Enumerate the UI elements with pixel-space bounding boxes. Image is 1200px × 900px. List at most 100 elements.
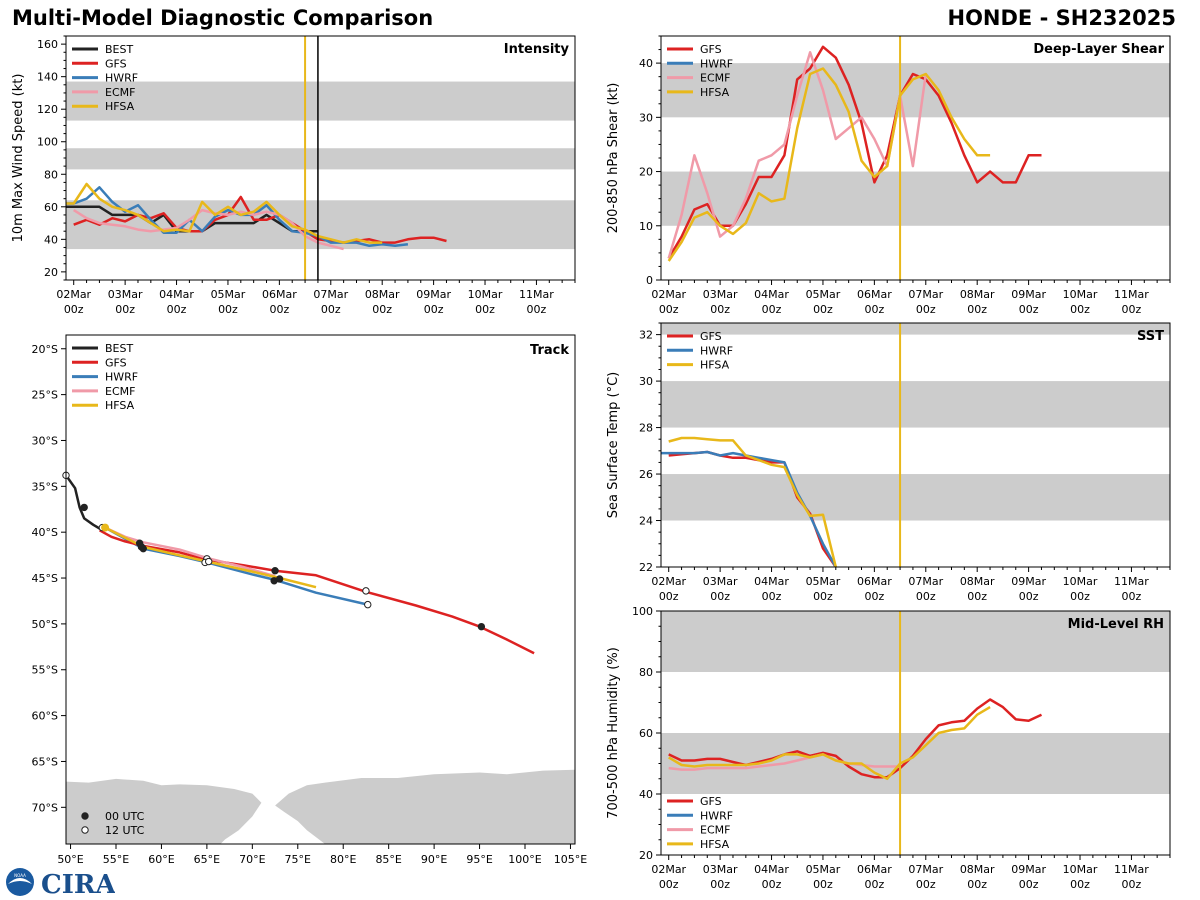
- track-legend-label: HWRF: [105, 371, 138, 384]
- rh-xtick-label: 04Mar: [754, 863, 789, 876]
- track-frame: [65, 334, 576, 845]
- track-xtick-label: 65°E: [194, 853, 220, 866]
- track-marker-hfsa: [137, 543, 146, 551]
- shear-series-hfsa: [667, 67, 991, 262]
- track-xtick-label: 50°E: [57, 853, 83, 866]
- intensity-ytick-label: 160: [37, 38, 58, 51]
- shear-xtick-label: 00z: [1122, 303, 1142, 316]
- rh-xtick-label: 00z: [710, 878, 730, 891]
- sst-xtick-label: 06Mar: [857, 575, 892, 588]
- figure-title: Multi-Model Diagnostic Comparison: [12, 6, 434, 30]
- sst-xtick-label: 08Mar: [960, 575, 995, 588]
- shear-ytick-label: 20: [639, 166, 653, 179]
- rh-ytick-label: 20: [639, 849, 653, 862]
- shear-xtick-label: 08Mar: [960, 288, 995, 301]
- track-ytick-label: 50°S: [32, 618, 58, 631]
- track-ytick-label: 65°S: [32, 755, 58, 768]
- rh-xtick-label: 11Mar: [1114, 863, 1149, 876]
- shear-ytick-label: 30: [639, 111, 653, 124]
- shear-xtick-label: 00z: [864, 303, 884, 316]
- rh-ytick-label: 80: [639, 666, 653, 679]
- shear-xtick-label: 00z: [659, 303, 679, 316]
- intensity-legend-label: HWRF: [105, 72, 138, 85]
- sst-xtick-label: 04Mar: [754, 575, 789, 588]
- track-series-hfsa: [104, 526, 317, 589]
- intensity-band-1: [66, 148, 575, 170]
- shear-xtick-label: 00z: [710, 303, 730, 316]
- track-series-best: [66, 474, 106, 530]
- intensity-ytick-label: 120: [37, 103, 58, 116]
- shear-legend-label: HWRF: [700, 57, 733, 70]
- noaa-bird-icon: [8, 878, 32, 884]
- rh-xtick-label: 00z: [813, 878, 833, 891]
- sst-xtick-label: 09Mar: [1011, 575, 1046, 588]
- shear-xtick-label: 11Mar: [1114, 288, 1149, 301]
- rh-xtick-label: 02Mar: [651, 863, 686, 876]
- antarctica-land: [66, 769, 575, 844]
- rh-xtick-label: 05Mar: [806, 863, 841, 876]
- track-panel-title: Track: [530, 343, 569, 358]
- shear-series-gfs: [667, 45, 1042, 259]
- intensity-ytick-label: 100: [37, 136, 58, 149]
- rh-xtick-label: 00z: [1019, 878, 1039, 891]
- shear-xtick-label: 03Mar: [703, 288, 738, 301]
- track-xtick-label: 85°E: [375, 853, 401, 866]
- track-xtick-label: 105°E: [554, 853, 587, 866]
- intensity-xtick-label: 00z: [64, 303, 84, 316]
- intensity-band-2: [66, 81, 575, 121]
- intensity-series-ecmf: [73, 208, 344, 251]
- rh-legend-label: HWRF: [700, 809, 733, 822]
- sst-xtick-label: 00z: [916, 590, 936, 603]
- intensity-xtick-label: 00z: [167, 303, 187, 316]
- intensity-ytick-label: 60: [44, 201, 58, 214]
- cira-logo: NOAA CIRA: [6, 868, 115, 898]
- sst-xtick-label: 00z: [710, 590, 730, 603]
- sst-panel-title: SST: [1137, 329, 1164, 344]
- track-legend-label: BEST: [105, 342, 133, 355]
- rh-band-1: [661, 611, 1170, 672]
- intensity-legend-label: ECMF: [105, 86, 135, 99]
- shear-xtick-label: 00z: [916, 303, 936, 316]
- rh-series-gfs: [668, 698, 1043, 779]
- track-xtick-label: 100°E: [508, 853, 541, 866]
- shear-xtick-label: 00z: [762, 303, 782, 316]
- intensity-legend-label: BEST: [105, 43, 133, 56]
- track-marker-hfsa: [275, 575, 284, 583]
- track-xtick-label: 90°E: [421, 853, 447, 866]
- shear-xtick-label: 00z: [813, 303, 833, 316]
- track-xtick-label: 95°E: [466, 853, 492, 866]
- track-marker-gfs: [271, 566, 279, 575]
- intensity-xtick-label: 00z: [218, 303, 238, 316]
- rh-xtick-label: 08Mar: [960, 863, 995, 876]
- shear-xtick-label: 06Mar: [857, 288, 892, 301]
- intensity-ytick-label: 80: [44, 168, 58, 181]
- shear-xtick-label: 00z: [967, 303, 987, 316]
- cira-text: CIRA: [41, 870, 115, 898]
- rh-xtick-label: 03Mar: [703, 863, 738, 876]
- shear-xtick-label: 05Mar: [806, 288, 841, 301]
- intensity-xtick-label: 00z: [269, 303, 289, 316]
- shear-xtick-label: 09Mar: [1011, 288, 1046, 301]
- rh-ytick-label: 100: [632, 605, 653, 618]
- sst-ytick-label: 32: [639, 329, 653, 342]
- track-ytick-label: 70°S: [32, 801, 58, 814]
- intensity-ylabel: 10m Max Wind Speed (kt): [11, 74, 26, 243]
- intensity-series-hfsa: [66, 182, 383, 244]
- intensity-xtick-label: 11Mar: [519, 288, 554, 301]
- rh-ylabel: 700-500 hPa Humidity (%): [606, 647, 621, 819]
- track-marker-gfs: [477, 622, 486, 631]
- track-ytick-label: 60°S: [32, 710, 58, 723]
- track-legend-label: ECMF: [105, 385, 135, 398]
- sst-xtick-label: 03Mar: [703, 575, 738, 588]
- intensity-series-gfs: [73, 195, 447, 244]
- track-xtick-label: 75°E: [285, 853, 311, 866]
- track-legend-marker-00: [81, 812, 89, 820]
- sst-ytick-label: 22: [639, 561, 653, 574]
- track-legend-label: HFSA: [105, 399, 135, 412]
- track-ytick-label: 20°S: [32, 343, 58, 356]
- rh-series-hfsa: [668, 706, 991, 781]
- shear-ytick-label: 10: [639, 220, 653, 233]
- intensity-xtick-label: 00z: [424, 303, 444, 316]
- sst-band-2: [661, 323, 1170, 335]
- rh-xtick-label: 10Mar: [1063, 863, 1098, 876]
